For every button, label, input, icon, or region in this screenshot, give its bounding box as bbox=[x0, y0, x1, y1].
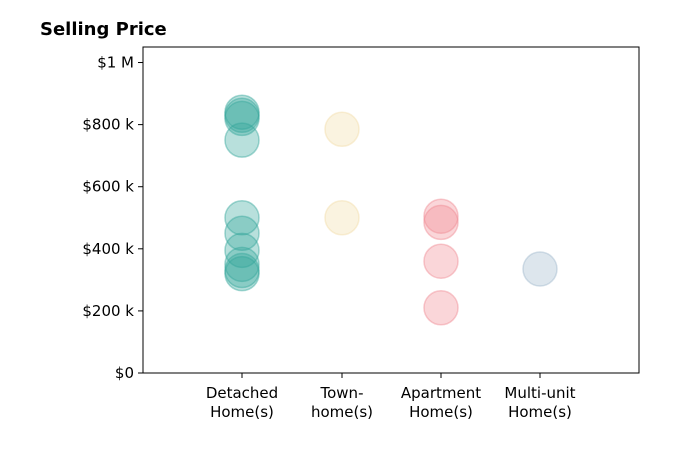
data-point bbox=[423, 243, 459, 279]
data-point bbox=[324, 200, 360, 236]
y-tick-label: $1 M bbox=[97, 54, 134, 72]
y-tick-label: $0 bbox=[115, 364, 134, 382]
data-point bbox=[224, 200, 260, 236]
y-tick-label: $400 k bbox=[82, 240, 134, 258]
x-tick-label: Home(s) bbox=[210, 403, 274, 421]
data-point bbox=[224, 246, 260, 283]
data-point bbox=[224, 97, 260, 134]
x-tick-label: Apartment bbox=[401, 384, 481, 402]
data-point bbox=[224, 100, 260, 137]
plot-area-frame bbox=[142, 46, 640, 374]
x-axis: DetachedHome(s)Town-home(s)ApartmentHome… bbox=[206, 373, 576, 421]
data-point bbox=[522, 251, 558, 287]
data-point bbox=[224, 232, 260, 269]
data-point bbox=[224, 122, 260, 158]
x-tick-label: Multi-unit bbox=[504, 384, 575, 402]
points-layer bbox=[224, 94, 558, 326]
data-point bbox=[423, 290, 459, 326]
data-point bbox=[324, 111, 360, 148]
data-point bbox=[224, 215, 260, 252]
y-axis: $0 $200 k $400 k $600 k $800 k $1 M bbox=[82, 54, 143, 382]
data-point bbox=[224, 255, 260, 292]
y-tick-label: $200 k bbox=[82, 302, 134, 320]
y-tick-label: $800 k bbox=[82, 116, 134, 134]
data-point bbox=[423, 198, 459, 234]
x-tick-label: Detached bbox=[206, 384, 278, 402]
y-tick-label: $600 k bbox=[82, 178, 134, 196]
data-point bbox=[224, 94, 260, 130]
chart-title: Selling Price bbox=[40, 19, 167, 40]
x-tick-label: Home(s) bbox=[508, 403, 572, 421]
x-tick-label: Home(s) bbox=[409, 403, 473, 421]
data-point bbox=[224, 252, 260, 289]
data-point bbox=[423, 204, 459, 241]
x-tick-label: Town- bbox=[320, 384, 364, 402]
x-tick-label: home(s) bbox=[311, 403, 373, 421]
